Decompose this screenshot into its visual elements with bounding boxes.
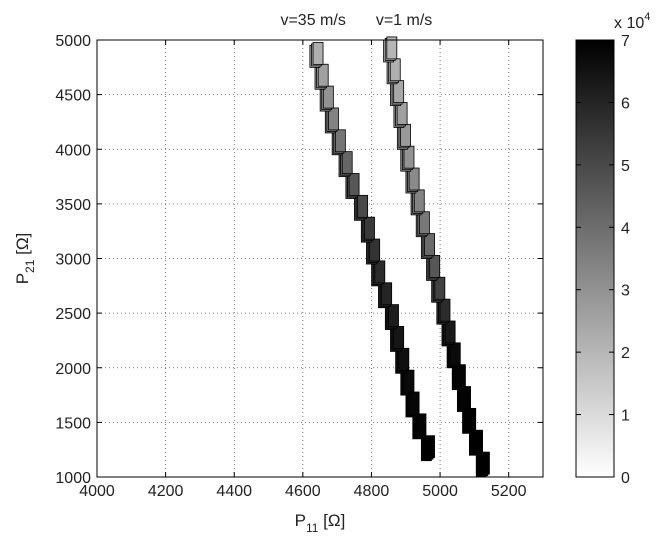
x-tick-label: 4800	[354, 483, 390, 500]
y-tick-label: 4500	[55, 88, 91, 105]
y-tick-label: 1000	[55, 470, 91, 487]
x-tick-label: 4600	[285, 483, 321, 500]
x-axis-label-unit: [Ω]	[318, 511, 345, 530]
y-axis-label-sub: 21	[23, 259, 37, 273]
data-point	[415, 413, 427, 437]
data-point	[312, 41, 324, 65]
x-axis-label: P11 [Ω]	[295, 511, 346, 535]
colorbar-tick-label: 6	[621, 95, 630, 112]
x-axis: 4000 4200 4400 4600 4800 5000 5200	[79, 40, 527, 500]
colorbar-tick-label: 0	[621, 470, 630, 487]
colorbar-tick-label: 1	[621, 408, 630, 425]
colorbar-ticks: 0 1 2 3 4 5 6 7	[576, 33, 630, 487]
series-1	[309, 41, 435, 462]
x-tick-label: 4200	[148, 483, 184, 500]
data-point	[388, 304, 399, 327]
data-point	[348, 173, 360, 196]
colorbar-exponent-power: 4	[644, 11, 650, 23]
colorbar-tick-label: 5	[621, 158, 630, 175]
data-point	[472, 429, 483, 453]
colorbar-gradient	[575, 39, 615, 478]
colorbar-exponent-label: x 104	[614, 11, 650, 32]
data-point	[386, 36, 398, 60]
data-point	[424, 435, 435, 459]
y-axis-label-unit: [Ω]	[13, 233, 32, 260]
y-axis-label: P21 [Ω]	[13, 233, 37, 285]
y-tick-label: 3000	[55, 252, 91, 269]
colorbar-tick-label: 3	[621, 283, 630, 300]
y-tick-label: 4000	[55, 142, 91, 159]
colorbar-exponent-base: x 10	[614, 15, 644, 32]
y-tick-label: 1500	[55, 415, 91, 432]
colorbar-tick-label: 2	[621, 345, 630, 362]
y-tick-label: 2000	[55, 361, 91, 378]
grid	[97, 40, 543, 477]
x-tick-label: 5200	[491, 483, 527, 500]
y-tick-label: 3500	[55, 197, 91, 214]
y-tick-label: 5000	[55, 33, 91, 50]
data-point	[364, 216, 375, 240]
y-axis: 1000 1500 2000 2500 3000 3500 4000 4500 5000	[55, 33, 543, 487]
x-tick-label: 4400	[216, 483, 252, 500]
data-point	[357, 194, 369, 218]
x-tick-label: 4000	[79, 483, 115, 500]
annotation-label: v=35 m/s	[280, 12, 345, 29]
y-tick-label: 2500	[55, 306, 91, 323]
x-tick-label: 5000	[422, 483, 458, 500]
x-axis-label-sub: 11	[306, 521, 319, 535]
data-point	[479, 451, 490, 475]
data-point	[381, 282, 393, 306]
data-point	[341, 151, 353, 175]
x-axis-label-main: P	[295, 511, 306, 530]
colorbar-tick-label: 7	[621, 33, 630, 50]
annotation-label: v=1 m/s	[376, 12, 432, 29]
y-axis-label-main: P	[13, 273, 32, 284]
series-2	[383, 36, 490, 478]
colorbar-tick-label: 4	[621, 220, 630, 237]
data-points	[309, 36, 490, 478]
data-point	[334, 129, 346, 153]
annotations: v=35 m/s v=1 m/s	[280, 12, 432, 29]
